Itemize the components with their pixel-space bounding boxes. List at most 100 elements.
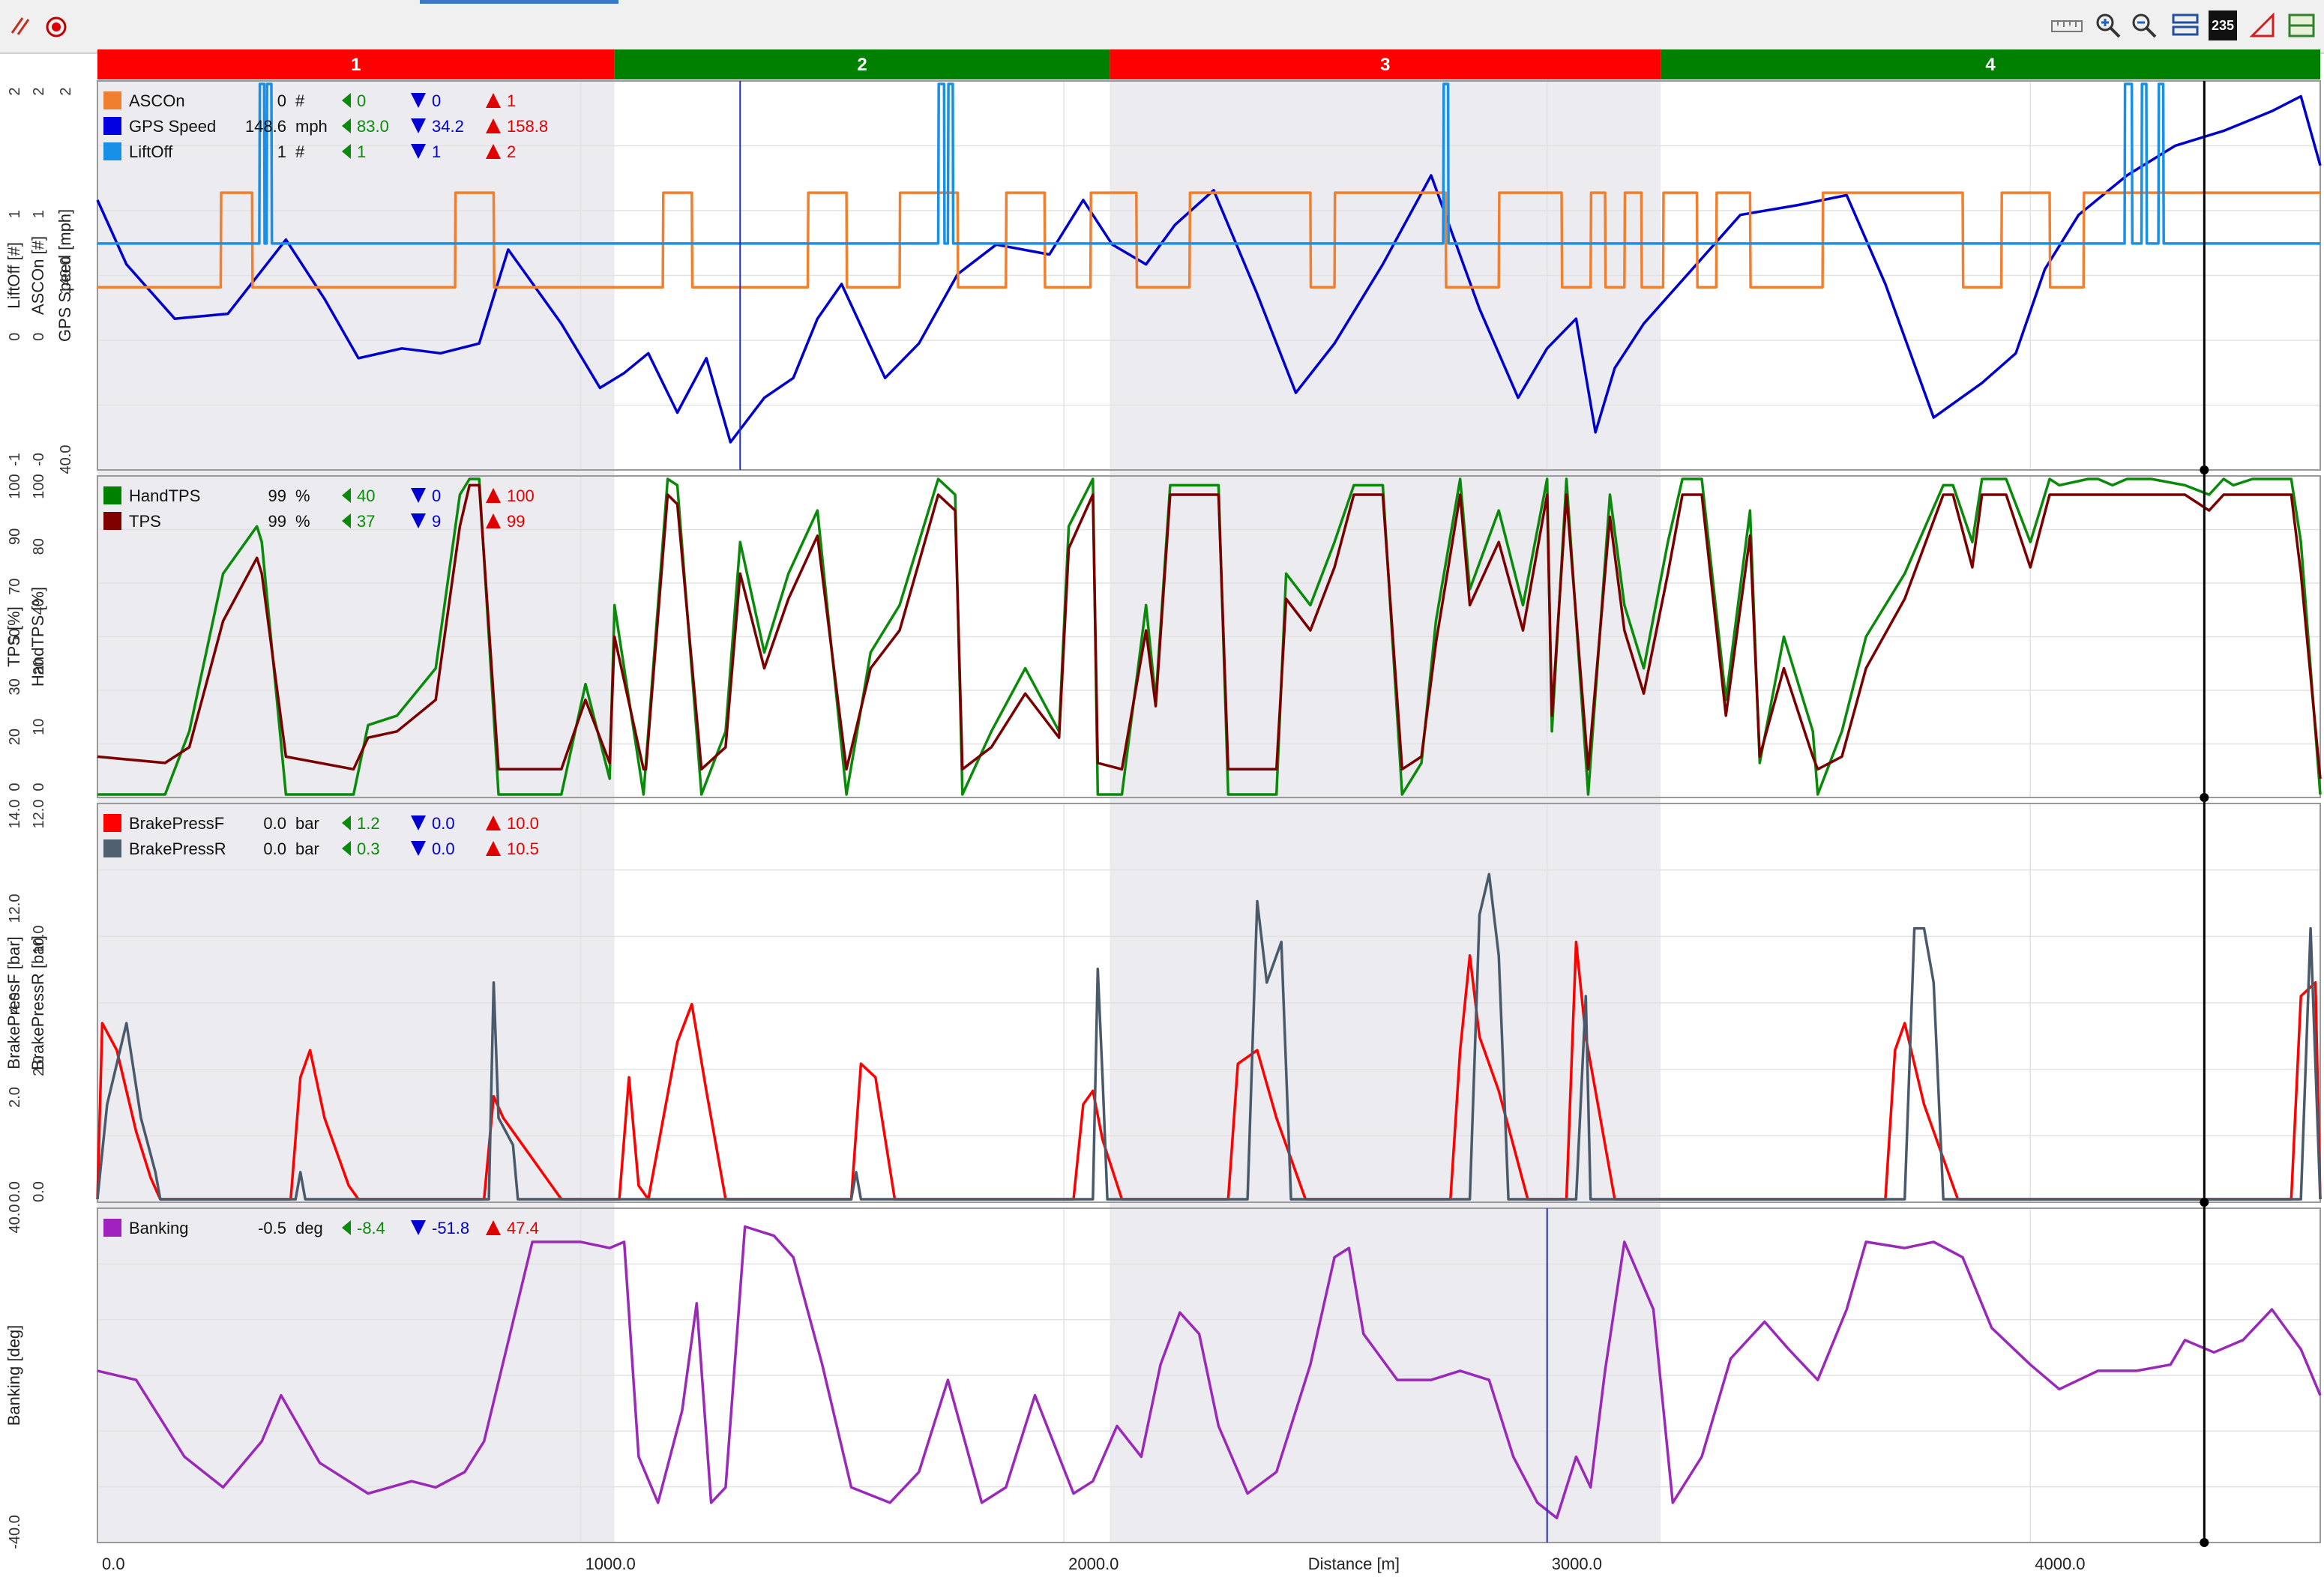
y-tick-label: 2.0 (7, 1087, 23, 1108)
y-tick-label: 30 (7, 678, 23, 695)
min-arrow-icon (342, 841, 351, 856)
legend-name: HandTPS (129, 486, 200, 505)
y-tick-label: 10 (31, 719, 47, 735)
legend-value: 0 (277, 91, 286, 110)
x-tick-label: 3000.0 (1552, 1555, 1602, 1573)
x-tick-label: 2000.0 (1068, 1555, 1119, 1573)
active-tab-indicator (420, 0, 618, 4)
section-label-3: 3 (1380, 55, 1390, 75)
legend-name: TPS (129, 512, 161, 531)
y-tick-label: 4.0 (7, 992, 23, 1013)
y-tick-label: 10.0 (31, 926, 47, 955)
cursors[interactable] (739, 81, 2209, 1547)
legend-avg: 0.0 (432, 814, 455, 833)
legend-swatch (103, 814, 121, 832)
legend-max: 100 (507, 486, 535, 505)
hatch-icon[interactable] (7, 10, 37, 40)
max-arrow-icon (486, 841, 501, 856)
min-arrow-icon (342, 144, 351, 159)
y-tick-label: 2 (58, 87, 74, 95)
legend-max: 10.0 (507, 814, 539, 833)
y-axis-label-1: BrakePressF [bar] (4, 936, 23, 1069)
x-axis-label: Distance [m] (1308, 1555, 1400, 1573)
max-arrow-icon (486, 513, 501, 528)
y-tick-label: 20 (7, 729, 23, 745)
legend-min: -8.4 (357, 1219, 385, 1237)
min-arrow-icon (342, 815, 351, 830)
max-arrow-icon (486, 118, 501, 133)
avg-marker-icon (411, 488, 426, 503)
counter-icon[interactable]: 235 (2209, 10, 2237, 40)
legend-max: 99 (507, 512, 525, 531)
series-lines (96, 82, 2322, 1520)
max-arrow-icon (486, 488, 501, 503)
layout-icon[interactable] (2170, 10, 2200, 40)
section-label-2: 2 (857, 55, 867, 75)
zoom-out-icon[interactable] (2129, 10, 2159, 40)
legend-swatch (103, 486, 121, 504)
series-line-liftoff (97, 82, 2320, 245)
y-tick-label: 40 (31, 598, 47, 615)
panel-frame-brake (97, 803, 2321, 1203)
legend-unit: deg (295, 1219, 323, 1237)
section-1[interactable] (97, 49, 615, 79)
section-label-1: 1 (351, 55, 361, 75)
panel-frame-speed (97, 80, 2321, 471)
grid-icon[interactable] (2287, 10, 2317, 40)
legend-name: BrakePressR (129, 839, 226, 858)
section-4[interactable] (1661, 49, 2320, 79)
x-tick-label: 4000.0 (2035, 1555, 2085, 1573)
ruler-icon[interactable] (2050, 10, 2083, 40)
avg-marker-icon (411, 93, 426, 108)
legend-value: 0.0 (263, 839, 286, 858)
y-axis-label-2: HandTPS [%] (28, 587, 47, 687)
legend-min: 1 (357, 142, 366, 161)
series-line-handtps (97, 477, 2322, 796)
y-axis-label-2: BrakePressR [bar] (28, 935, 47, 1070)
record-icon[interactable] (41, 10, 71, 40)
legend-avg: 0.0 (432, 839, 455, 858)
y-tick-label: 0 (7, 783, 23, 791)
y-tick-label: 80 (31, 538, 47, 555)
legend-unit: # (295, 142, 305, 161)
y-tick-label: 100 (31, 474, 47, 498)
x-tick-label: 0.0 (102, 1555, 125, 1573)
min-arrow-icon (342, 488, 351, 503)
y-tick-label: 140.0 (58, 256, 74, 294)
legends: ASCOn 0 #0 0 1 GPS Speed 148.6 mph 83.0 34.2 158.8… (103, 91, 548, 1237)
legend-name: Banking (129, 1219, 189, 1237)
shaded-sectors (97, 81, 1661, 1543)
y-axis-label-3: GPS Speed [mph] (55, 209, 74, 342)
max-arrow-icon (486, 93, 501, 108)
legend-value: 1 (277, 142, 286, 161)
series-line-tps (97, 483, 2322, 780)
legend-swatch (103, 512, 121, 530)
axis-ticks: LiftOff [#] ASCOn [#] GPS Speed [mph]210-1… (4, 87, 74, 1549)
section-3[interactable] (1110, 49, 1661, 79)
y-tick-label: 100 (7, 474, 23, 498)
y-axis-label-1: TPS [%] (4, 606, 23, 667)
section-2[interactable] (614, 49, 1110, 79)
avg-marker-icon (411, 144, 426, 159)
shaded-sector-2 (1110, 81, 1661, 1543)
y-tick-label: 40.0 (7, 1204, 23, 1234)
legend-value: 0.0 (263, 814, 286, 833)
y-tick-label: 0.0 (7, 1181, 23, 1202)
y-tick-label: 90 (7, 528, 23, 545)
y-tick-label: 14.0 (7, 800, 23, 829)
y-tick-label: 0 (31, 783, 47, 791)
legend-min: 0.3 (357, 839, 380, 858)
min-arrow-icon (342, 513, 351, 528)
y-axis-label-2: ASCOn [#] (28, 236, 47, 315)
legend-max: 47.4 (507, 1219, 539, 1237)
legend-max: 2 (507, 142, 516, 161)
section-bar[interactable]: 1 2 3 4 (97, 49, 2320, 79)
avg-marker-icon (411, 841, 426, 856)
section-label-4: 4 (1985, 55, 1996, 75)
zoom-in-icon[interactable] (2093, 10, 2123, 40)
y-tick-label: 2.0 (31, 1055, 47, 1076)
legend-value: 99 (268, 512, 286, 531)
triangle-icon[interactable] (2248, 10, 2278, 40)
cursor-handle (2200, 465, 2209, 474)
